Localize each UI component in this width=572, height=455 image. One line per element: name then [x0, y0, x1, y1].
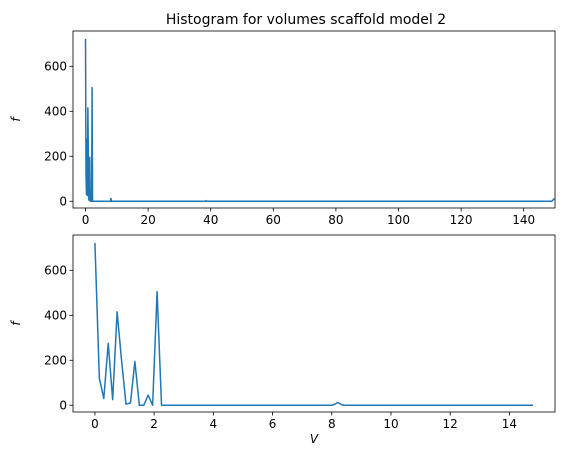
x-tick-label: 20: [140, 213, 155, 227]
x-tick-label: 10: [383, 417, 398, 431]
y-tick-label: 200: [44, 149, 67, 163]
y-tick-label: 400: [44, 308, 67, 322]
x-tick-label: 0: [91, 417, 99, 431]
bottom-panel: 0 2 4 6 8 10 12 14 0 200 400 600 f: [9, 234, 556, 431]
x-tick-label: 6: [269, 417, 277, 431]
x-tick-label: 80: [328, 213, 343, 227]
y-tick-label: 600: [44, 59, 67, 73]
series-line-0: [84, 38, 555, 202]
x-tick-label: 40: [203, 213, 218, 227]
y-axis-label: f: [9, 320, 23, 326]
series-line-0: [94, 242, 534, 406]
y-tick-label: 0: [59, 194, 67, 208]
y-tick-label: 0: [59, 398, 67, 412]
x-axis-label: V: [310, 432, 319, 446]
x-tick-label: 100: [387, 213, 410, 227]
x-tick-label: 8: [328, 417, 336, 431]
x-tick-label: 140: [512, 213, 535, 227]
y-tick-label: 600: [44, 263, 67, 277]
x-tick-label: 14: [502, 417, 517, 431]
axes-frame: [72, 30, 556, 209]
y-tick-label: 200: [44, 353, 67, 367]
chart-title: Histogram for volumes scaffold model 2: [166, 12, 446, 28]
x-tick-label: 4: [210, 417, 218, 431]
x-tick-label: 12: [443, 417, 458, 431]
y-axis-label: f: [9, 116, 23, 122]
x-tick-label: 2: [150, 417, 158, 431]
axes-frame: [72, 234, 556, 413]
x-tick-label: 60: [266, 213, 281, 227]
x-tick-label: 0: [82, 213, 90, 227]
x-tick-label: 120: [450, 213, 473, 227]
y-tick-label: 400: [44, 104, 67, 118]
top-panel: 0 20 40 60 80 100 120 140 0 200 400 600 f: [9, 30, 556, 227]
